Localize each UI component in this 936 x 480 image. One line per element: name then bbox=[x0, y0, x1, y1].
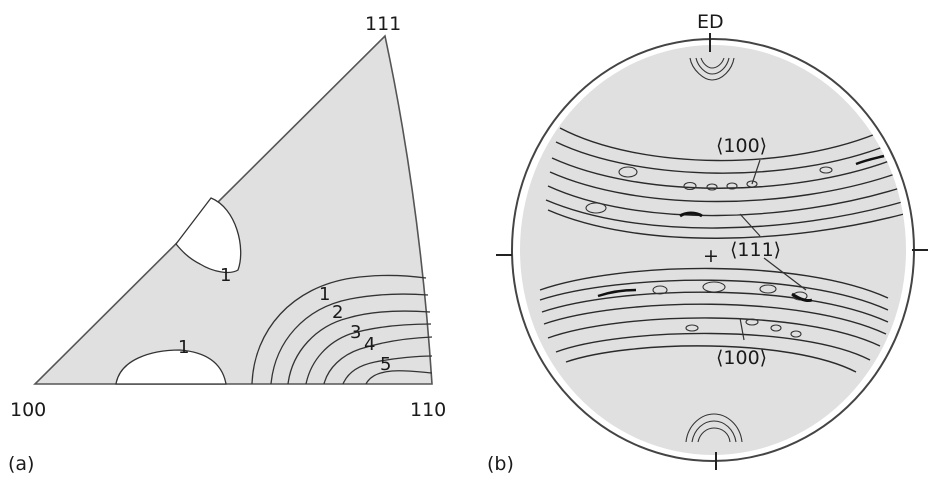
contour-label-4: 4 bbox=[364, 334, 375, 355]
leader-100-bottom bbox=[739, 317, 745, 341]
direction-label-111: ⟨111⟩ bbox=[730, 239, 781, 261]
leader-100-top bbox=[751, 159, 761, 185]
direction-label-100-top: ⟨100⟩ bbox=[716, 135, 767, 157]
contour-line-3 bbox=[287, 310, 431, 385]
contour-label-5: 5 bbox=[380, 354, 391, 375]
contour-label-1-bottom: 1 bbox=[178, 337, 189, 358]
top-arch-contours bbox=[689, 57, 735, 81]
ipf-triangle bbox=[33, 34, 433, 385]
contour-label-1-right: 1 bbox=[319, 284, 330, 305]
contour-region-bottom bbox=[115, 349, 227, 385]
corner-label-111: 111 bbox=[365, 13, 401, 35]
direction-label-100-bottom: ⟨100⟩ bbox=[716, 347, 767, 369]
lower-texture-band bbox=[539, 267, 889, 373]
corner-label-110: 110 bbox=[410, 399, 446, 421]
contour-line-5 bbox=[323, 336, 433, 385]
pole-figure-inner-disk bbox=[520, 45, 906, 455]
leader-111-lower bbox=[763, 257, 807, 291]
panel-b: ED ⟨100⟩ ⟨111⟩ ⟨100⟩ + (b) bbox=[487, 11, 928, 475]
panel-caption-b: (b) bbox=[487, 453, 514, 475]
panel-caption-a: (a) bbox=[8, 453, 34, 475]
center-mark: + bbox=[703, 245, 719, 267]
contour-line-2 bbox=[270, 293, 429, 385]
corner-label-100: 100 bbox=[10, 399, 46, 421]
bottom-arch-contours bbox=[685, 413, 743, 443]
contour-label-2: 2 bbox=[332, 302, 343, 323]
leader-111-upper bbox=[739, 213, 761, 237]
contour-line-7 bbox=[365, 370, 433, 385]
axis-label-ed: ED bbox=[697, 11, 724, 33]
upper-texture-band bbox=[545, 127, 905, 239]
contour-line-6 bbox=[342, 355, 433, 385]
contour-line-1 bbox=[251, 274, 427, 385]
contour-label-3: 3 bbox=[350, 322, 361, 343]
contour-label-1-upper: 1 bbox=[220, 265, 231, 286]
contour-region-upper bbox=[175, 197, 242, 274]
contour-line-4 bbox=[305, 323, 432, 385]
panel-a: 111 100 110 1 1 1 2 3 4 5 (a) bbox=[8, 13, 446, 475]
